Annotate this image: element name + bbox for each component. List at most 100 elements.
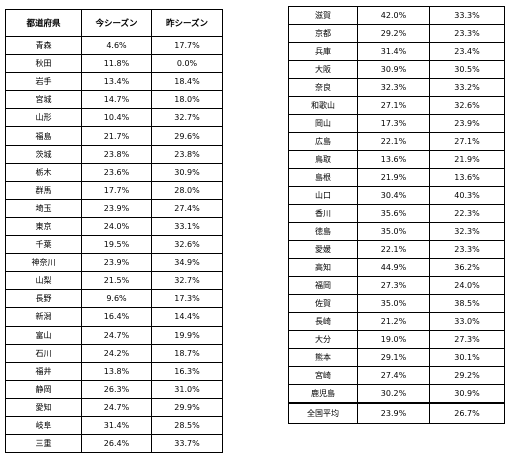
prefecture-cell: 熊本 [288,348,358,367]
last-season-cell: 29.2% [429,366,505,385]
left-table-body: 青森 4.6% 17.7% 秋田 11.8% 0.0% 岩手 13.4% 18.4% 宮城 14.7… [5,35,223,453]
table-row: 富山 24.7% 19.9% [5,325,223,345]
last-season-cell: 33.7% [151,434,223,453]
this-season-cell: 26.3% [81,379,152,399]
table-row: 宮崎 27.4% 29.2% [288,366,505,385]
prefecture-cell: 埼玉 [5,198,82,218]
table-row: 和歌山 27.1% 32.6% [288,96,505,115]
table-row: 熊本 29.1% 30.1% [288,348,505,367]
prefecture-cell: 大分 [288,330,358,349]
table-row: 島根 21.9% 13.6% [288,168,505,187]
this-season-cell: 27.3% [357,276,430,295]
prefecture-cell: 兵庫 [288,42,358,61]
national-average-this-season: 23.9% [357,401,430,424]
this-season-cell: 44.9% [357,258,430,277]
this-season-cell: 13.6% [357,150,430,169]
this-season-cell: 31.4% [81,415,152,436]
table-row: 福井 13.8% 16.3% [5,361,223,381]
prefecture-cell: 大阪 [288,60,358,79]
prefecture-cell: 長野 [5,289,82,309]
this-season-cell: 35.6% [357,204,430,223]
this-season-cell: 24.7% [81,397,152,417]
table-row: 香川 35.6% 22.3% [288,204,505,223]
this-season-cell: 27.4% [357,366,430,385]
last-season-cell: 32.6% [429,96,505,115]
table-row: 長野 9.6% 17.3% [5,289,223,309]
last-season-cell: 17.7% [151,35,223,56]
table-row: 新潟 16.4% 14.4% [5,307,223,327]
prefecture-cell: 宮城 [5,90,82,110]
prefecture-cell: 愛知 [5,397,82,417]
last-season-cell: 22.3% [429,204,505,223]
prefecture-cell: 佐賀 [288,294,358,313]
last-season-cell: 23.9% [429,114,505,133]
last-season-cell: 36.2% [429,258,505,277]
this-season-cell: 29.2% [357,24,430,43]
prefecture-cell: 山口 [288,186,358,205]
prefecture-cell: 香川 [288,204,358,223]
prefecture-cell: 長崎 [288,312,358,331]
prefecture-cell: 新潟 [5,307,82,327]
prefecture-cell: 島根 [288,168,358,187]
table-row: 兵庫 31.4% 23.4% [288,42,505,61]
this-season-cell: 13.8% [81,361,152,381]
table-row: 奈良 32.3% 33.2% [288,78,505,97]
table-row: 栃木 23.6% 30.9% [5,162,223,182]
last-season-cell: 18.7% [151,343,223,363]
table-row: 鳥取 13.6% 21.9% [288,150,505,169]
this-season-cell: 19.0% [357,330,430,349]
last-season-cell: 0.0% [151,54,223,74]
this-season-cell: 24.0% [81,216,152,237]
last-season-cell: 34.9% [151,253,223,273]
table-row: 埼玉 23.9% 27.4% [5,198,223,218]
prefecture-cell: 京都 [288,24,358,43]
table-row: 大分 19.0% 27.3% [288,330,505,349]
last-season-cell: 29.9% [151,397,223,417]
this-season-cell: 4.6% [81,35,152,56]
this-season-cell: 23.6% [81,162,152,182]
this-season-cell: 16.4% [81,307,152,327]
this-season-cell: 9.6% [81,289,152,309]
last-season-cell: 27.3% [429,330,505,349]
prefecture-cell: 徳島 [288,222,358,241]
last-season-cell: 30.5% [429,60,505,79]
prefecture-cell: 愛媛 [288,240,358,259]
this-season-cell: 13.4% [81,72,152,92]
last-season-cell: 32.3% [429,222,505,241]
table-row: 福島 21.7% 29.6% [5,126,223,146]
last-season-cell: 18.4% [151,72,223,92]
right-prefecture-table: 滋賀 42.0% 33.3% 京都 29.2% 23.3% 兵庫 31.4% 23.4% 大阪 30… [288,6,505,424]
this-season-cell: 11.8% [81,54,152,74]
table-row: 愛知 24.7% 29.9% [5,397,223,417]
last-season-cell: 16.3% [151,361,223,381]
table-row: 山口 30.4% 40.3% [288,186,505,205]
table-row: 千葉 19.5% 32.6% [5,235,223,255]
table-row: 山梨 21.5% 32.7% [5,271,223,291]
last-season-cell: 32.6% [151,235,223,255]
table-row: 福岡 27.3% 24.0% [288,276,505,295]
prefecture-cell: 奈良 [288,78,358,97]
this-season-cell: 23.9% [81,198,152,218]
last-season-cell: 31.0% [151,379,223,399]
header-row: 都道府県 今シーズン 昨シーズン [5,9,223,37]
prefecture-cell: 富山 [5,325,82,345]
this-season-cell: 31.4% [357,42,430,61]
last-season-cell: 17.3% [151,289,223,309]
last-season-cell: 38.5% [429,294,505,313]
prefecture-cell: 山形 [5,108,82,128]
table-row: 岩手 13.4% 18.4% [5,72,223,92]
prefecture-cell: 山梨 [5,271,82,291]
last-season-cell: 14.4% [151,307,223,327]
last-season-cell: 23.8% [151,144,223,164]
this-season-cell: 35.0% [357,222,430,241]
this-season-cell: 30.9% [357,60,430,79]
last-season-cell: 18.0% [151,90,223,110]
prefecture-cell: 石川 [5,343,82,363]
prefecture-cell: 静岡 [5,379,82,399]
this-season-cell: 21.9% [357,168,430,187]
this-season-cell: 17.7% [81,180,152,200]
this-season-cell: 42.0% [357,6,430,25]
table-row: 徳島 35.0% 32.3% [288,222,505,241]
prefecture-cell: 高知 [288,258,358,277]
header-prefecture: 都道府県 [5,9,82,37]
